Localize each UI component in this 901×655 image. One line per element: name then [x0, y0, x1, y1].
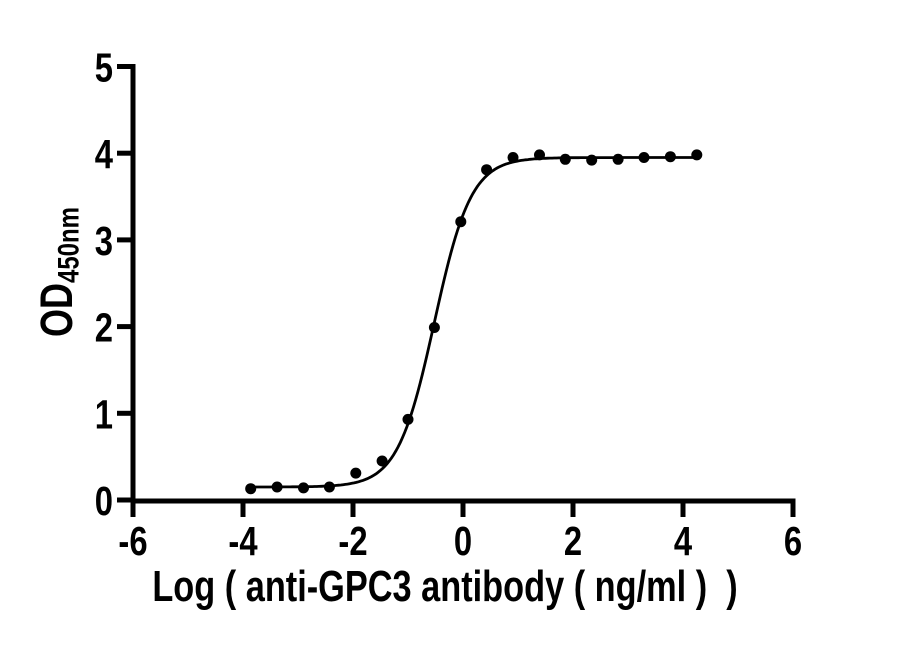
x-tick-label: -6 — [118, 517, 147, 563]
x-tick-label: 2 — [564, 517, 582, 563]
data-point — [534, 149, 545, 161]
x-tick-label: -4 — [228, 517, 257, 563]
data-point — [691, 149, 703, 161]
data-point — [245, 483, 257, 495]
x-tick-label: -2 — [338, 517, 367, 563]
y-tick-label: 3 — [95, 217, 113, 263]
data-point — [481, 164, 493, 176]
y-tick-label: 5 — [95, 44, 113, 90]
y-axis-title-main: OD — [31, 283, 82, 338]
data-point — [350, 467, 362, 479]
data-point — [638, 152, 650, 163]
data-point — [664, 151, 676, 163]
data-point — [428, 322, 440, 333]
data-point — [455, 216, 467, 228]
y-axis-title-subscript: 450nm — [52, 206, 86, 284]
data-point — [507, 152, 519, 163]
y-axis-title: OD450nm — [31, 206, 86, 338]
fit-curve — [249, 156, 699, 489]
x-tick-label: 4 — [674, 517, 693, 563]
x-tick-label: 0 — [454, 517, 472, 563]
data-point — [323, 481, 335, 493]
data-point — [586, 154, 598, 166]
data-point — [559, 153, 571, 165]
data-point — [612, 153, 624, 165]
y-tick-label: 2 — [95, 304, 113, 350]
x-tick-label: 6 — [784, 517, 802, 563]
y-tick-label: 0 — [95, 477, 113, 523]
data-point — [402, 413, 414, 425]
data-point — [376, 455, 388, 467]
data-point — [271, 481, 283, 493]
x-axis-title: Log ( anti-GPC3 antibody ( ng/ml ) ) — [152, 562, 738, 611]
data-point — [298, 482, 309, 494]
y-tick-label: 4 — [95, 131, 114, 177]
y-tick-label: 1 — [95, 391, 113, 437]
